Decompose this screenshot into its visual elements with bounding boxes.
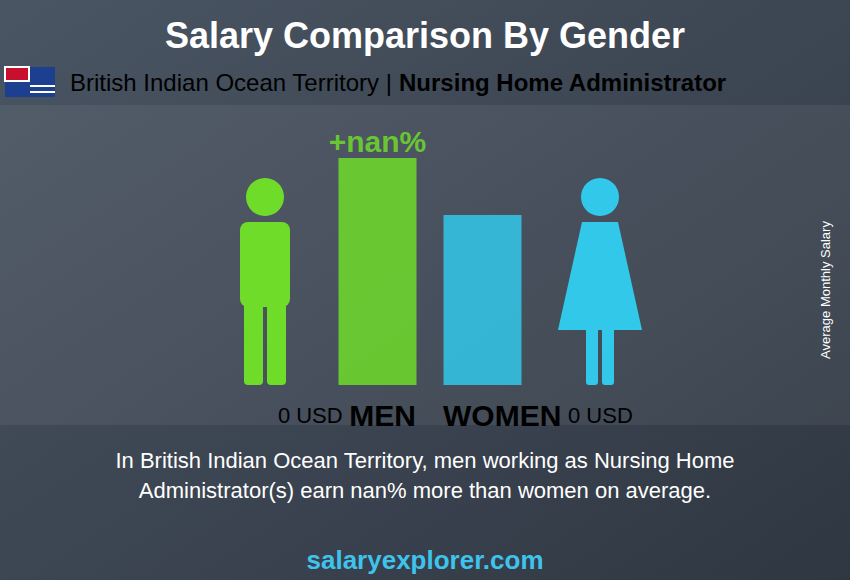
- svg-text:Administrator(s) earn nan% mor: Administrator(s) earn nan% more than wom…: [139, 478, 711, 503]
- svg-text:Average Monthly Salary: Average Monthly Salary: [818, 221, 833, 359]
- svg-text:0 USD: 0 USD: [278, 403, 343, 428]
- svg-text:salaryexplorer.com: salaryexplorer.com: [306, 545, 543, 575]
- svg-text:In British Indian Ocean Territ: In British Indian Ocean Territory, men w…: [115, 448, 734, 473]
- svg-text:Nursing Home Administrator: Nursing Home Administrator: [392, 69, 726, 96]
- svg-text:MEN: MEN: [349, 399, 416, 432]
- svg-text:+nan%: +nan%: [329, 125, 427, 158]
- svg-text:British Indian Ocean Territory: British Indian Ocean Territory |: [70, 69, 392, 96]
- svg-text:WOMEN: WOMEN: [443, 399, 561, 432]
- svg-text:0 USD: 0 USD: [568, 403, 633, 428]
- svg-text:Salary Comparison By Gender: Salary Comparison By Gender: [165, 15, 685, 56]
